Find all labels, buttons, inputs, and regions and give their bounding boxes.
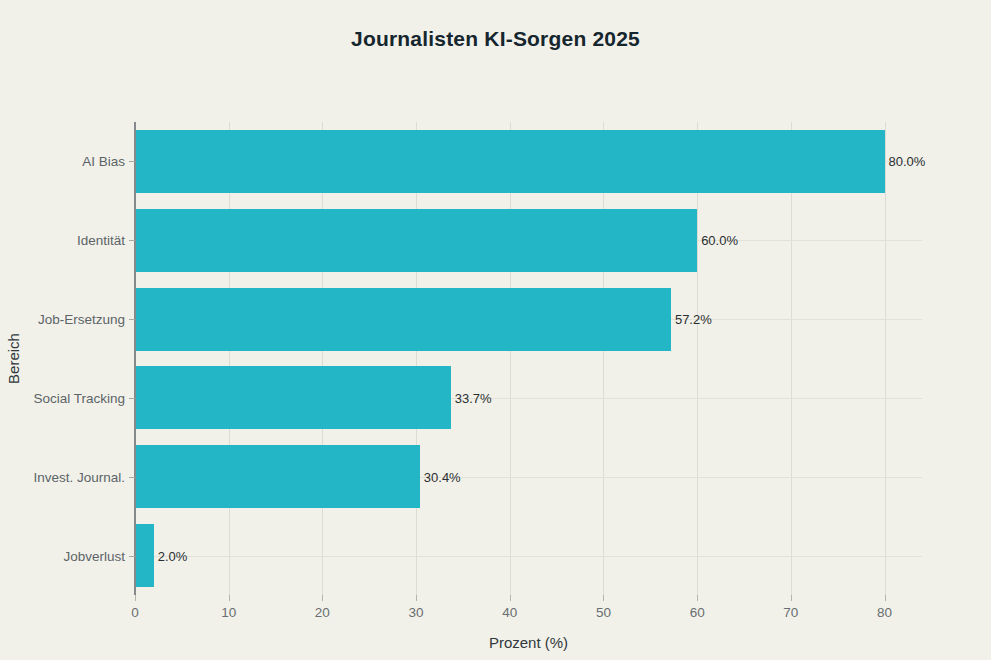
category-label: Job-Ersetzung — [38, 312, 125, 327]
bar — [135, 524, 154, 587]
bar-value-label: 2.0% — [158, 548, 188, 563]
chart-figure: Journalisten KI-Sorgen 2025 Bereich 0102… — [0, 0, 991, 660]
vertical-gridline — [885, 122, 886, 595]
x-tick-label: 80 — [877, 605, 892, 620]
bar-value-label: 30.4% — [424, 469, 461, 484]
y-axis-title: Bereich — [5, 333, 22, 384]
x-tick-label: 30 — [409, 605, 424, 620]
x-axis-title: Prozent (%) — [135, 634, 922, 651]
bar — [135, 445, 420, 508]
category-label: Jobverlust — [63, 548, 125, 563]
horizontal-gridline — [135, 556, 922, 557]
x-tick-mark — [885, 595, 886, 601]
vertical-gridline — [791, 122, 792, 595]
bar-value-label: 60.0% — [701, 233, 738, 248]
vertical-gridline — [322, 122, 323, 595]
category-label: Invest. Journal. — [33, 469, 125, 484]
x-tick-label: 20 — [315, 605, 330, 620]
x-tick-mark — [229, 595, 230, 601]
vertical-gridline — [603, 122, 604, 595]
category-label: Identität — [77, 233, 125, 248]
vertical-gridline — [229, 122, 230, 595]
x-tick-mark — [603, 595, 604, 601]
x-tick-mark — [135, 595, 136, 601]
bar-value-label: 57.2% — [675, 312, 712, 327]
chart-title: Journalisten KI-Sorgen 2025 — [0, 27, 991, 51]
x-tick-label: 40 — [502, 605, 517, 620]
x-tick-mark — [791, 595, 792, 601]
bar — [135, 209, 697, 272]
x-tick-mark — [510, 595, 511, 601]
y-tick-mark — [129, 477, 135, 478]
x-tick-label: 0 — [131, 605, 139, 620]
y-axis-title-area: Bereich — [0, 122, 26, 595]
x-tick-mark — [697, 595, 698, 601]
category-label: AI Bias — [82, 154, 125, 169]
x-tick-label: 50 — [596, 605, 611, 620]
x-tick-label: 60 — [690, 605, 705, 620]
x-tick-mark — [322, 595, 323, 601]
y-axis-line — [134, 122, 136, 595]
vertical-gridline — [510, 122, 511, 595]
bar — [135, 130, 885, 193]
plot-area: 0102030405060708080.0%AI Bias60.0%Identi… — [135, 122, 922, 595]
y-tick-mark — [129, 240, 135, 241]
vertical-gridline — [697, 122, 698, 595]
x-tick-label: 10 — [221, 605, 236, 620]
bar-value-label: 33.7% — [455, 390, 492, 405]
vertical-gridline — [416, 122, 417, 595]
bar-value-label: 80.0% — [889, 154, 926, 169]
y-tick-mark — [129, 319, 135, 320]
y-tick-mark — [129, 556, 135, 557]
x-tick-mark — [416, 595, 417, 601]
bar — [135, 366, 451, 429]
y-tick-mark — [129, 161, 135, 162]
x-tick-label: 70 — [783, 605, 798, 620]
y-tick-mark — [129, 398, 135, 399]
bar — [135, 288, 671, 351]
category-label: Social Tracking — [33, 390, 125, 405]
